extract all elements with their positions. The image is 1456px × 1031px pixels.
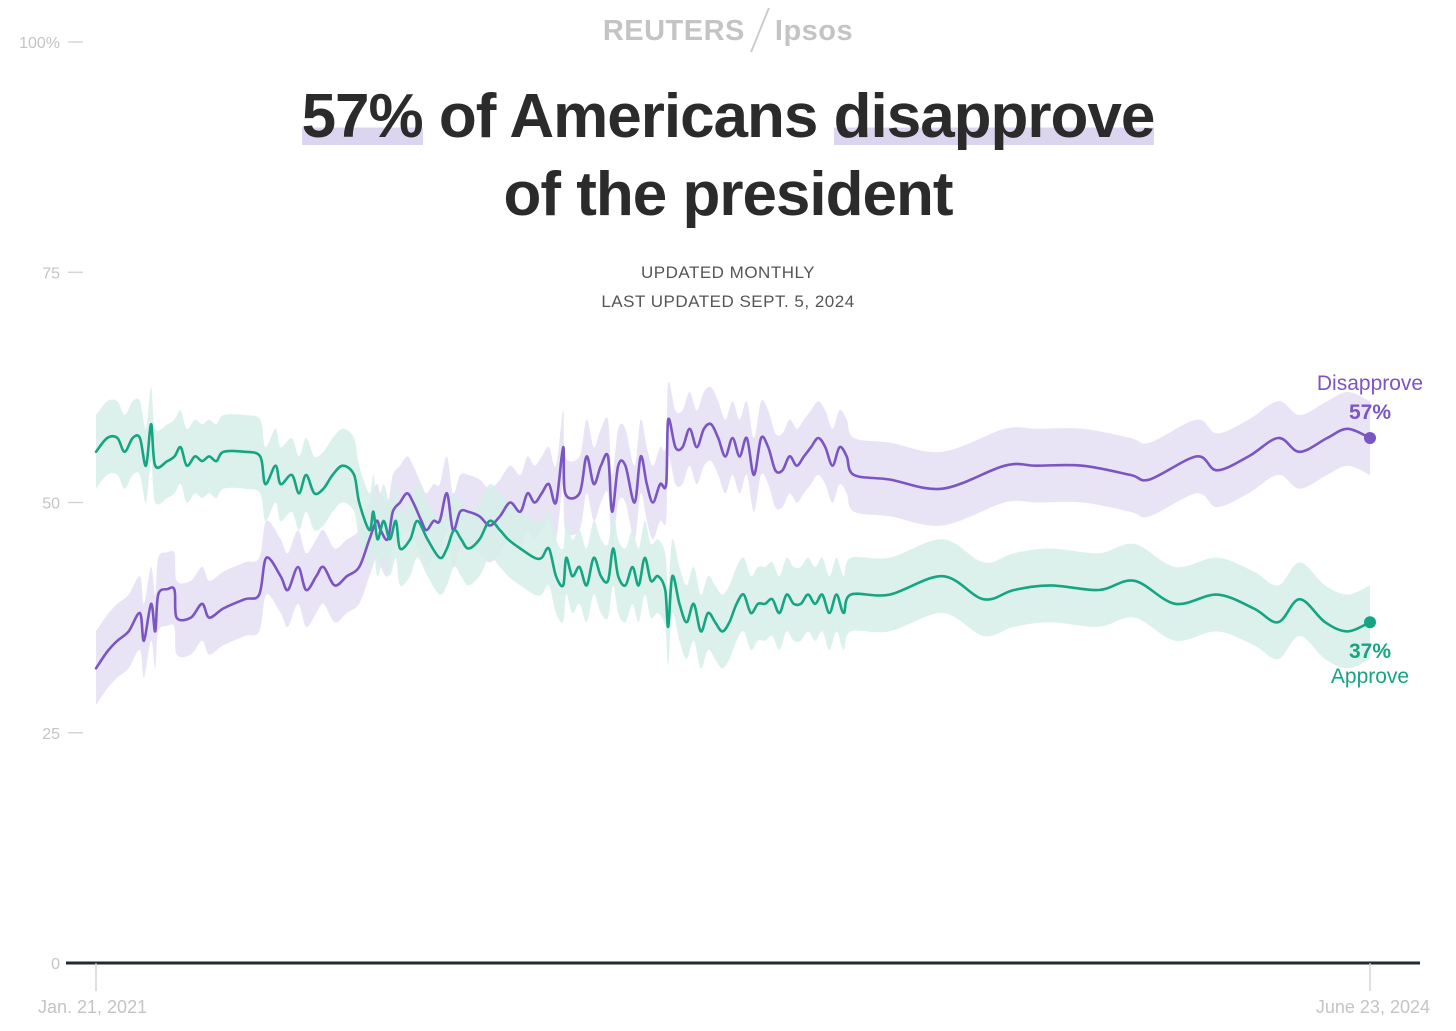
y-tick-label: 100% [19, 35, 60, 52]
approve-series-label: Approve [1331, 665, 1409, 688]
subtitle-last-updated: LAST UPDATED SEPT. 5, 2024 [601, 292, 855, 311]
x-tick-label: June 23, 2024 [1316, 997, 1430, 1017]
disapprove-series-label: Disapprove [1317, 372, 1423, 395]
approve-end-value: 37% [1349, 640, 1391, 663]
disapprove-line [94, 417, 1372, 670]
title-middle: of Americans [422, 82, 834, 151]
y-tick-label: 0 [51, 956, 60, 973]
disapprove-end-point [1364, 432, 1376, 445]
y-tick-label: 75 [42, 265, 60, 282]
chart-subtitle: UPDATED MONTHLY LAST UPDATED SEPT. 5, 20… [0, 258, 1456, 316]
title-highlight-disapprove: disapprove [833, 82, 1155, 151]
brand-logo: REUTERS Ipsos [0, 8, 1456, 52]
x-tick-label: Jan. 21, 2021 [38, 997, 147, 1017]
approve-line [94, 422, 1372, 633]
approve-end-point [1364, 616, 1376, 629]
y-tick-label: 25 [42, 726, 60, 743]
disapprove-end-value: 57% [1349, 401, 1391, 424]
subtitle-frequency: UPDATED MONTHLY [640, 263, 816, 282]
approve-confidence-band [96, 387, 1370, 669]
chart-title: 57% of Americans disapprove of the presi… [0, 78, 1456, 234]
y-tick-label: 50 [42, 496, 60, 513]
brand-ipsos: Ipsos [774, 15, 854, 47]
disapprove-confidence-band [96, 381, 1370, 706]
brand-divider [750, 8, 770, 52]
brand-reuters: REUTERS [602, 15, 745, 47]
title-highlight-percent: 57% [301, 82, 424, 151]
title-line-2: of the president [503, 160, 953, 229]
